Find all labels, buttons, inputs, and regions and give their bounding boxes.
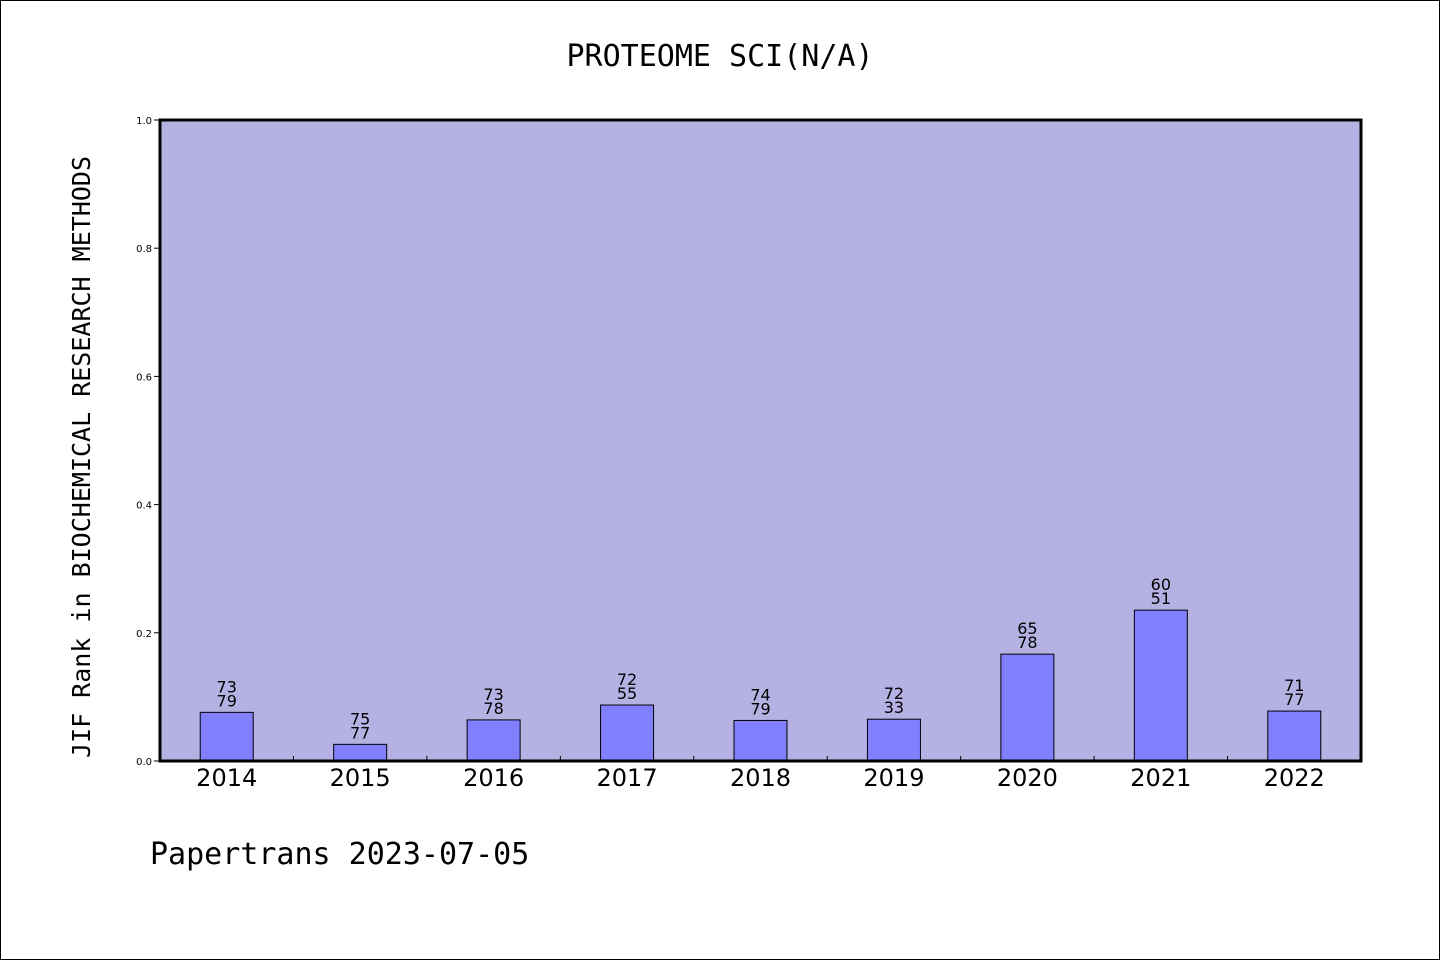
bar-label-top: 60	[1151, 575, 1171, 594]
bar-label-bottom: 78	[483, 699, 503, 718]
bar-label-bottom: 79	[750, 699, 770, 718]
y-tick-label: 0.6	[136, 372, 152, 383]
x-tick-label: 2019	[863, 764, 924, 792]
x-tick-label: 2016	[463, 764, 524, 792]
y-tick-label: 0.2	[136, 629, 152, 640]
chart-title: PROTEOME SCI(N/A)	[566, 39, 873, 74]
x-tick-label: 2018	[730, 764, 791, 792]
y-tick-label: 0.4	[136, 501, 152, 512]
bar-label-bottom: 33	[884, 698, 904, 717]
bar-label-bottom: 55	[617, 684, 637, 703]
footer-text: Papertrans 2023-07-05	[150, 837, 529, 872]
bar	[1133, 609, 1188, 762]
x-tick-label: 2015	[330, 764, 391, 792]
x-axis: 2014 2015 2016 2017 2018 2019 2020 2021 2022	[196, 756, 1325, 792]
bar	[1267, 710, 1322, 762]
bar	[466, 719, 521, 762]
y-tick-label: 0.0	[136, 757, 152, 768]
bar-label-bottom: 79	[217, 691, 237, 710]
plot-border	[158, 118, 1363, 763]
bar-label-top: 65	[1017, 619, 1037, 638]
x-tick-label: 2020	[997, 764, 1058, 792]
bar-label-top: 74	[750, 685, 770, 704]
bar-label-top: 73	[483, 685, 503, 704]
bar-label-bottom: 77	[350, 723, 370, 742]
bar	[600, 704, 655, 762]
y-axis: 0.0 0.2 0.4 0.6 0.8 1.0	[136, 116, 160, 768]
x-tick-label: 2022	[1264, 764, 1325, 792]
bar-label-bottom: 77	[1284, 690, 1304, 709]
y-tick-label: 0.8	[136, 244, 152, 255]
bar-label-top: 73	[217, 677, 237, 696]
bar	[199, 711, 254, 762]
x-tick-label: 2017	[597, 764, 658, 792]
bar	[333, 743, 388, 762]
x-tick-label: 2021	[1130, 764, 1191, 792]
bar	[866, 718, 921, 762]
bar-label-bottom: 51	[1151, 589, 1171, 608]
y-axis-label: JIF Rank in BIOCHEMICAL RESEARCH METHODS	[67, 156, 96, 758]
x-tick-label: 2014	[196, 764, 257, 792]
y-tick-label: 1.0	[136, 116, 152, 127]
bar-label-bottom: 78	[1017, 633, 1037, 652]
bar-label-top: 72	[617, 670, 637, 689]
bar	[1000, 653, 1055, 762]
bar-label-top: 75	[350, 709, 370, 728]
bar-label-top: 72	[884, 684, 904, 703]
bar-label-top: 71	[1284, 676, 1304, 695]
bar	[733, 719, 788, 762]
